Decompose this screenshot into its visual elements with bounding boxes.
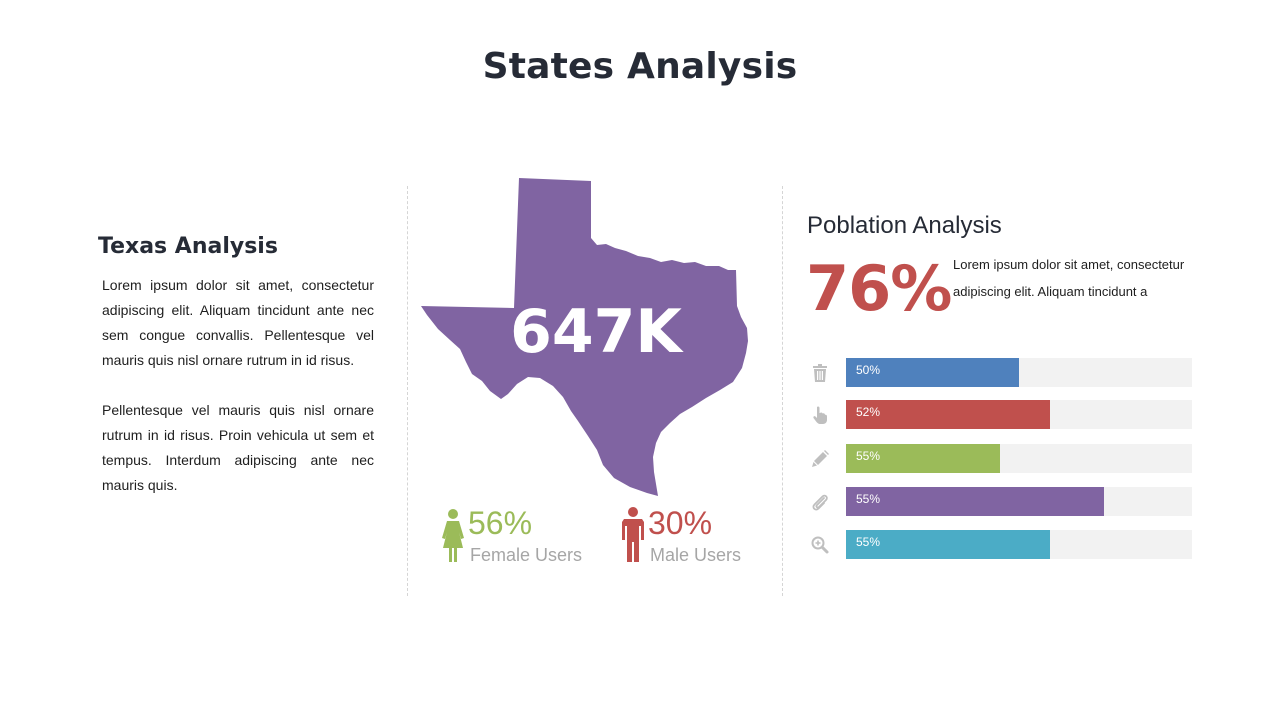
male-label: Male Users <box>650 545 742 565</box>
zoom-in-icon <box>811 536 829 554</box>
bar-fill <box>846 444 1000 473</box>
bar-track: 55% <box>846 530 1192 559</box>
texas-analysis-heading: Texas Analysis <box>98 234 278 259</box>
bar-track: 52% <box>846 400 1192 429</box>
texas-total-number: 647K <box>510 297 682 367</box>
bar-label: 55% <box>856 492 881 506</box>
bar-fill <box>846 400 1051 429</box>
page-title: States Analysis <box>482 46 798 87</box>
bar-label: 55% <box>856 535 881 549</box>
female-user-icon <box>442 509 464 562</box>
bar-row-pointer: 52% <box>806 400 1192 429</box>
bar-row-pencil: 55% <box>806 444 1192 473</box>
pointing-hand-icon <box>813 406 827 424</box>
bar-track: 55% <box>846 444 1192 473</box>
divider-left <box>407 186 408 596</box>
population-analysis-heading: Poblation Analysis <box>807 212 1002 239</box>
bar-fill <box>846 358 1019 387</box>
population-big-percent: 76% <box>806 252 952 325</box>
female-percent: 56% <box>468 505 533 541</box>
male-percent: 30% <box>648 505 713 541</box>
divider-right <box>782 186 783 596</box>
paperclip-icon <box>812 494 828 511</box>
texas-paragraph-1: Lorem ipsum dolor sit amet, consectetur … <box>102 277 374 368</box>
bar-label: 55% <box>856 449 881 463</box>
bar-fill <box>846 530 1051 559</box>
male-user-icon <box>622 507 644 562</box>
population-paragraph: Lorem ipsum dolor sit amet, consectetur … <box>953 257 1185 299</box>
trash-icon <box>813 364 827 382</box>
bar-fill <box>846 487 1104 516</box>
texas-paragraph-2: Pellentesque vel mauris quis nisl ornare… <box>102 402 374 493</box>
pencil-icon <box>812 450 829 467</box>
bar-track: 55% <box>846 487 1192 516</box>
female-label: Female Users <box>470 545 583 565</box>
bar-row-paperclip: 55% <box>806 487 1192 516</box>
texas-map <box>421 178 748 496</box>
bar-label: 50% <box>856 363 881 377</box>
bar-row-trash: 50% <box>806 358 1192 387</box>
bar-label: 52% <box>856 405 881 419</box>
bar-track: 50% <box>846 358 1192 387</box>
bar-row-zoom: 55% <box>806 530 1192 559</box>
